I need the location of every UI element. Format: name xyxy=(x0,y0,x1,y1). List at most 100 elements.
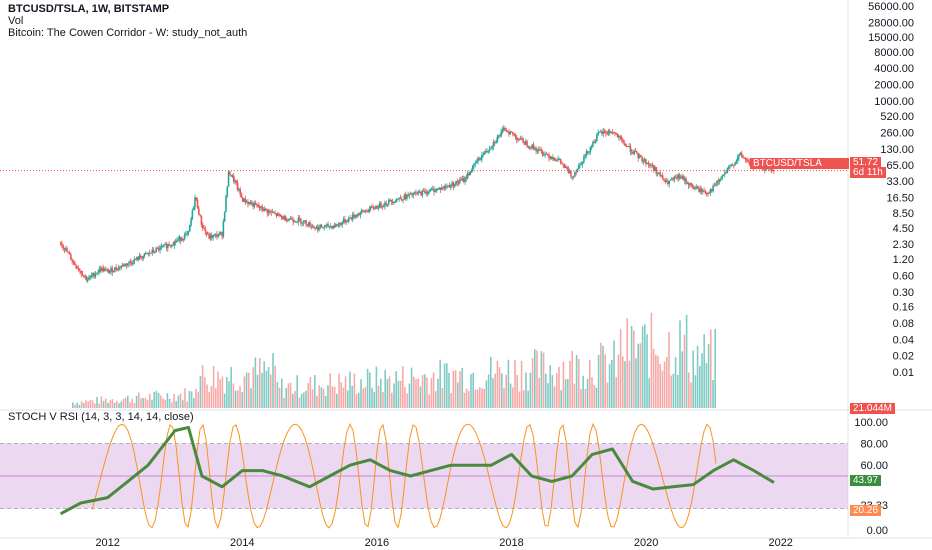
candle-body xyxy=(76,267,79,269)
candle-body xyxy=(616,134,619,138)
volume-bar xyxy=(562,361,565,408)
volume-bar xyxy=(683,334,686,408)
candle-body xyxy=(548,154,550,159)
volume-bar xyxy=(602,345,604,408)
candle-body xyxy=(506,131,509,133)
candle-body xyxy=(133,259,136,264)
volume-bar xyxy=(76,402,78,408)
candle-body xyxy=(90,275,93,277)
candle-body xyxy=(446,186,448,188)
volume-bar xyxy=(591,377,593,408)
candle-body xyxy=(235,180,238,183)
candle-body xyxy=(738,155,740,158)
volume-bar xyxy=(364,386,367,408)
volume-bar xyxy=(637,343,639,408)
candle-body xyxy=(177,239,179,241)
volume-bar xyxy=(360,379,362,408)
candle-body xyxy=(75,264,77,268)
volume-bar xyxy=(316,395,318,408)
candle-body xyxy=(387,200,390,205)
candle-body xyxy=(397,199,399,201)
volume-bar xyxy=(692,350,694,408)
chart-legend: BTCUSD/TSLA, 1W, BITSTAMP Vol Bitcoin: T… xyxy=(8,3,247,39)
volume-bar xyxy=(567,379,569,408)
volume-bar xyxy=(199,376,202,408)
volume-bar xyxy=(571,350,573,408)
stoch-axis-label: 80.00 xyxy=(860,439,888,451)
volume-bar xyxy=(307,383,309,408)
price-axis-label: 260.00 xyxy=(880,128,914,140)
volume-bar xyxy=(320,387,323,408)
volume-bar xyxy=(457,382,459,408)
candle-body xyxy=(519,138,522,140)
volume-bar xyxy=(285,387,287,408)
candle-body xyxy=(156,248,159,250)
price-axis-label: 65.00 xyxy=(886,160,914,172)
candle-body xyxy=(771,170,774,172)
candle-body xyxy=(612,132,615,134)
candle-body xyxy=(191,210,194,219)
price-axis-label: 0.01 xyxy=(893,367,914,379)
candle-body xyxy=(150,252,152,254)
candle-body xyxy=(331,226,333,229)
volume-bar xyxy=(221,376,224,408)
volume-bar xyxy=(518,391,521,408)
candle-body xyxy=(165,243,168,249)
candle-body xyxy=(327,224,329,228)
volume-bar xyxy=(492,378,494,408)
volume-bar xyxy=(377,385,380,408)
candle-body xyxy=(438,187,440,189)
candle-body xyxy=(409,192,412,194)
volume-bar xyxy=(355,394,358,408)
candle-body xyxy=(586,151,589,153)
candle-body xyxy=(182,238,185,240)
volume-bar xyxy=(146,399,149,408)
candle-body xyxy=(345,220,347,223)
volume-bar xyxy=(573,383,576,408)
candle-body xyxy=(192,207,195,211)
volume-bar xyxy=(314,374,316,408)
time-axis-label: 2022 xyxy=(768,537,792,549)
volume-bar xyxy=(351,385,353,408)
volume-bar xyxy=(674,357,677,408)
candle-body xyxy=(167,244,169,249)
volume-bar xyxy=(366,368,369,408)
candle-body xyxy=(390,199,393,202)
candle-body xyxy=(393,201,395,203)
volume-bar xyxy=(171,402,173,408)
stoch-axis-label: 100.00 xyxy=(854,417,888,429)
candle-body xyxy=(659,172,661,176)
candle-body xyxy=(216,234,218,237)
candle-body xyxy=(543,154,545,156)
volume-bar xyxy=(327,385,329,408)
candle-body xyxy=(163,244,165,246)
volume-bar xyxy=(615,377,617,408)
candle-body xyxy=(147,252,150,254)
candle-body xyxy=(464,177,466,182)
candle-body xyxy=(262,209,265,212)
volume-bar xyxy=(331,386,334,408)
candle-body xyxy=(111,268,114,273)
volume-bar xyxy=(578,359,580,408)
volume-bar xyxy=(149,393,151,408)
volume-bar xyxy=(672,373,675,408)
candle-body xyxy=(107,269,110,273)
candle-body xyxy=(670,178,673,180)
volume-bar xyxy=(556,373,558,408)
candle-body xyxy=(212,235,214,238)
candle-body xyxy=(514,134,517,138)
volume-bar xyxy=(589,360,591,408)
volume-bar xyxy=(287,383,290,408)
candle-body xyxy=(342,219,345,223)
candle-body xyxy=(406,194,408,200)
candle-body xyxy=(731,164,734,166)
candle-body xyxy=(607,130,610,134)
candle-body xyxy=(448,185,451,188)
candle-body xyxy=(157,248,160,251)
candle-body xyxy=(269,210,271,212)
candle-body xyxy=(362,210,364,212)
candle-body xyxy=(243,198,245,202)
candle-body xyxy=(217,235,220,237)
volume-bar xyxy=(281,378,283,408)
